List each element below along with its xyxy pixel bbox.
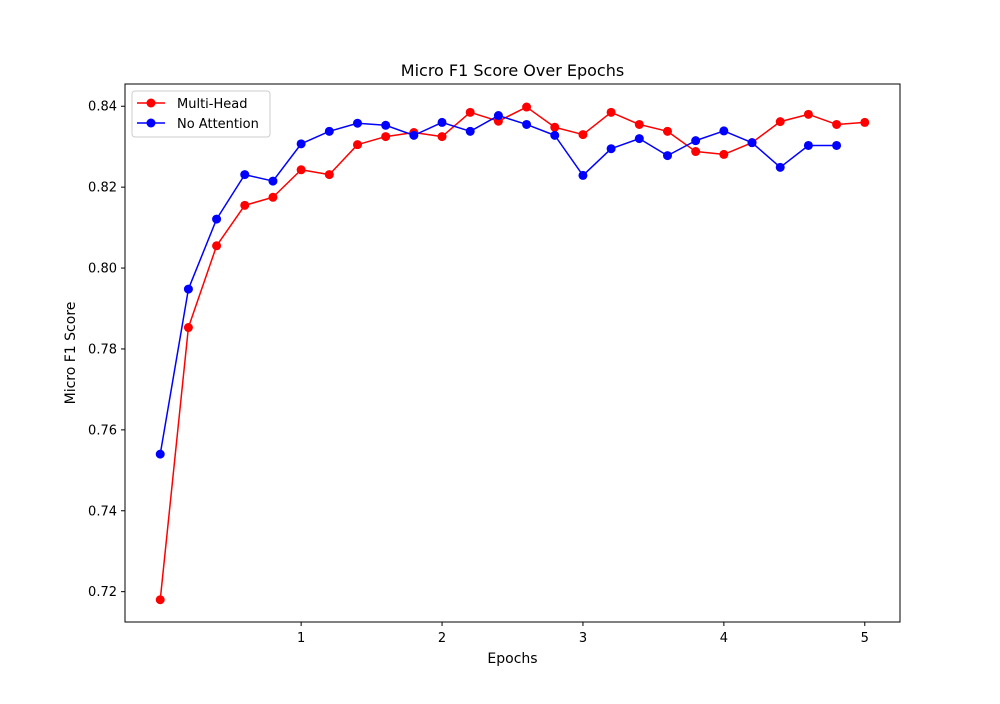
data-point-no-attention (353, 118, 362, 128)
data-point-multi-head (691, 147, 701, 157)
legend-label-no-attention: No Attention (177, 117, 259, 132)
y-tick-label: 0.82 (88, 181, 117, 196)
data-point-multi-head (212, 241, 222, 251)
legend-marker-no-attention (146, 118, 156, 128)
y-tick-label: 0.80 (88, 262, 117, 277)
data-point-no-attention (268, 176, 278, 186)
legend-marker-multi-head (146, 98, 156, 108)
data-point-no-attention (296, 139, 306, 149)
data-point-no-attention (606, 144, 616, 154)
data-point-no-attention (634, 134, 644, 144)
data-point-multi-head (155, 595, 165, 605)
x-tick-label: 2 (438, 631, 446, 646)
data-point-multi-head (437, 132, 447, 142)
series-layer (155, 102, 870, 605)
data-point-multi-head (719, 149, 729, 159)
x-tick-label: 4 (720, 631, 728, 646)
data-point-no-attention (212, 214, 222, 224)
data-point-no-attention (522, 119, 532, 129)
y-tick-label: 0.78 (88, 342, 117, 357)
data-point-multi-head (324, 170, 334, 180)
plot-frame (124, 83, 901, 623)
data-point-no-attention (663, 151, 672, 161)
data-point-no-attention (550, 130, 560, 140)
data-point-multi-head (522, 102, 532, 112)
data-point-multi-head (268, 192, 278, 202)
x-axis-label: Epochs (487, 651, 537, 667)
series-line-multi-head (159, 106, 865, 600)
data-point-no-attention (381, 120, 391, 130)
data-point-no-attention (465, 126, 475, 136)
legend-box (131, 90, 271, 138)
chart-title: Micro F1 Score Over Epochs (401, 61, 624, 80)
data-point-no-attention (183, 284, 193, 294)
data-point-no-attention (832, 140, 842, 150)
data-point-no-attention (719, 126, 729, 136)
x-tick-label: 1 (297, 631, 305, 646)
data-point-multi-head (465, 107, 475, 117)
data-point-multi-head (550, 122, 560, 132)
data-point-multi-head (381, 132, 391, 142)
data-point-multi-head (860, 117, 870, 127)
data-point-no-attention (747, 138, 757, 148)
x-tick-label: 5 (861, 631, 869, 646)
data-point-multi-head (353, 140, 362, 150)
data-point-multi-head (578, 130, 588, 140)
data-point-no-attention (493, 111, 503, 121)
data-point-multi-head (775, 117, 785, 127)
y-tick-label: 0.84 (88, 100, 117, 115)
y-tick-label: 0.74 (88, 504, 117, 519)
data-point-no-attention (437, 117, 447, 127)
data-point-multi-head (634, 119, 644, 129)
data-point-no-attention (803, 140, 813, 150)
data-point-multi-head (183, 323, 193, 333)
data-point-no-attention (240, 170, 250, 180)
data-point-no-attention (155, 449, 165, 459)
x-axis: 1 2 3 4 5 (297, 622, 869, 646)
y-axis: 0.72 0.74 0.76 0.78 0.80 0.82 0.84 (88, 100, 125, 600)
data-point-no-attention (578, 170, 588, 180)
x-tick-label: 3 (579, 631, 587, 646)
data-point-multi-head (296, 165, 306, 175)
data-point-no-attention (691, 136, 701, 146)
data-point-multi-head (663, 126, 672, 136)
data-point-no-attention (409, 130, 419, 140)
y-axis-label: Micro F1 Score (63, 302, 79, 405)
data-point-multi-head (240, 200, 250, 210)
data-point-no-attention (324, 126, 334, 136)
y-tick-label: 0.76 (88, 423, 117, 438)
legend: Multi-Head No Attention (131, 90, 271, 138)
data-point-multi-head (606, 107, 616, 117)
data-point-multi-head (803, 109, 813, 119)
data-point-multi-head (832, 119, 842, 129)
data-point-no-attention (775, 162, 785, 172)
y-tick-label: 0.72 (88, 585, 117, 600)
legend-label-multi-head: Multi-Head (177, 97, 247, 112)
